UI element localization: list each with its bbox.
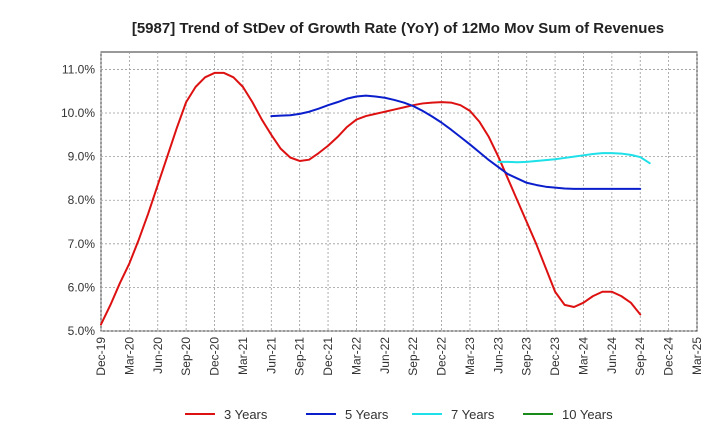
x-tick-label: Sep-23 <box>520 337 534 376</box>
y-tick-label: 5.0% <box>68 324 96 338</box>
series-line-3-years <box>100 71 642 326</box>
x-tick-label: Mar-21 <box>236 337 250 375</box>
x-tick-label: Jun-24 <box>605 337 619 374</box>
x-tick-label: Dec-20 <box>208 337 222 376</box>
x-tick-label: Mar-23 <box>463 337 477 375</box>
series-line-7-years <box>497 152 651 165</box>
y-tick-label: 7.0% <box>68 237 96 251</box>
x-tick-label: Mar-22 <box>349 337 363 375</box>
x-tick-label: Jun-21 <box>264 337 278 374</box>
series-lines <box>100 71 651 326</box>
x-tick-label: Jun-20 <box>151 337 165 374</box>
y-tick-label: 8.0% <box>68 193 96 207</box>
x-tick-label: Dec-24 <box>662 337 676 376</box>
x-tick-label: Dec-19 <box>94 337 108 376</box>
y-tick-label: 11.0% <box>62 62 95 76</box>
x-tick-label: Sep-20 <box>179 337 193 376</box>
y-tick-label: 10.0% <box>61 106 95 120</box>
grid <box>100 52 698 332</box>
x-tick-label: Jun-22 <box>378 337 392 374</box>
y-axis: 5.0% 6.0% 7.0% 8.0% 9.0% 10.0% 11.0% <box>61 62 95 338</box>
x-tick-label: Mar-20 <box>122 337 136 375</box>
x-tick-label: Sep-22 <box>406 337 420 376</box>
legend-label-5-years: 5 Years <box>345 407 389 422</box>
y-tick-label: 6.0% <box>68 280 96 294</box>
x-tick-label: Dec-23 <box>548 337 562 376</box>
legend-label-3-years: 3 Years <box>224 407 268 422</box>
legend-label-10-years: 10 Years <box>562 407 613 422</box>
plot-area <box>100 51 698 332</box>
series-line-5-years <box>270 94 642 190</box>
x-tick-label: Mar-24 <box>576 337 590 375</box>
x-tick-label: Sep-24 <box>633 337 647 376</box>
x-tick-label: Sep-21 <box>293 337 307 376</box>
x-tick-label: Mar-25 <box>690 337 704 375</box>
legend: 3 Years 5 Years 7 Years 10 Years <box>185 407 613 422</box>
x-tick-label: Dec-22 <box>435 337 449 376</box>
x-axis: Dec-19 Mar-20 Jun-20 Sep-20 Dec-20 Mar-21 Jun-… <box>94 337 704 376</box>
chart-title: [5987] Trend of StDev of Growth Rate (Yo… <box>132 20 664 37</box>
y-tick-label: 9.0% <box>68 150 96 164</box>
legend-label-7-years: 7 Years <box>451 407 495 422</box>
x-tick-label: Dec-21 <box>321 337 335 376</box>
x-tick-label: Jun-23 <box>491 337 505 374</box>
